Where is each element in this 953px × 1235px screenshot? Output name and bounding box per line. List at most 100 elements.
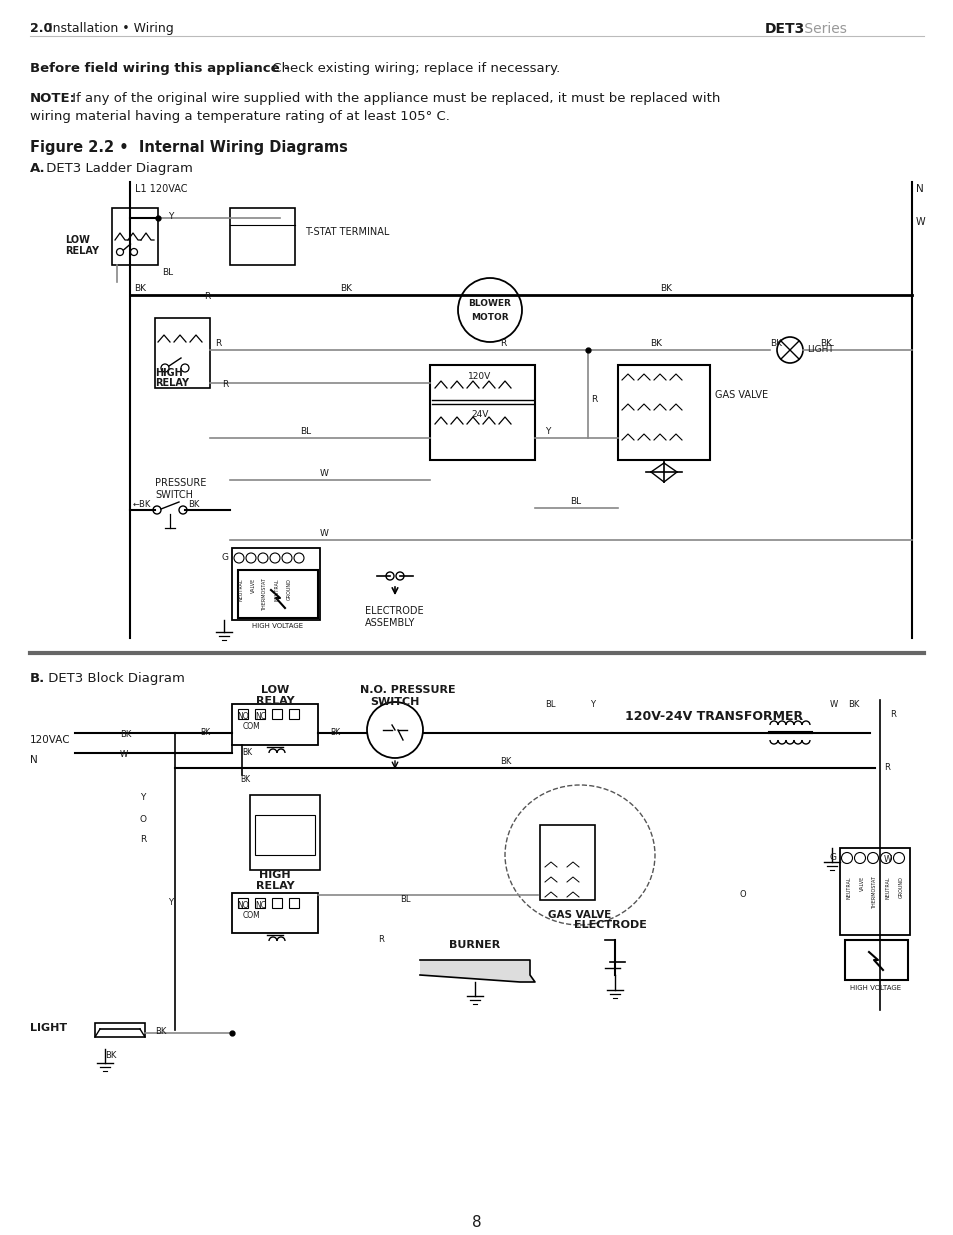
- Bar: [230, 207, 294, 266]
- Text: L1 120VAC: L1 120VAC: [135, 184, 188, 194]
- Bar: [272, 898, 282, 908]
- Text: R: R: [590, 395, 597, 404]
- Circle shape: [116, 248, 123, 256]
- Circle shape: [161, 364, 169, 372]
- Text: NO: NO: [236, 902, 249, 910]
- Text: R: R: [499, 338, 506, 348]
- Bar: [254, 709, 265, 719]
- Bar: [539, 825, 595, 900]
- Bar: [232, 548, 319, 620]
- Text: RELAY: RELAY: [154, 378, 189, 388]
- Text: O: O: [740, 890, 746, 899]
- Bar: [272, 709, 282, 719]
- Text: wiring material having a temperature rating of at least 105° C.: wiring material having a temperature rat…: [30, 110, 450, 124]
- Text: RELAY: RELAY: [65, 246, 99, 256]
- Text: BL: BL: [544, 700, 555, 709]
- Text: BK: BK: [499, 757, 511, 766]
- Text: VALVE: VALVE: [251, 578, 255, 593]
- Text: G: G: [829, 853, 836, 862]
- Text: VALVE: VALVE: [859, 876, 863, 892]
- Bar: [237, 898, 248, 908]
- Text: R: R: [222, 380, 228, 389]
- Text: GROUND: GROUND: [898, 876, 902, 898]
- Polygon shape: [419, 960, 535, 982]
- Bar: [254, 815, 314, 855]
- Text: HIGH VOLTAGE: HIGH VOLTAGE: [849, 986, 901, 990]
- Text: GAS VALVE: GAS VALVE: [548, 910, 611, 920]
- Text: BK: BK: [820, 338, 831, 348]
- Text: BL: BL: [399, 895, 410, 904]
- Circle shape: [386, 572, 394, 580]
- Bar: [95, 1023, 145, 1037]
- Text: R: R: [377, 935, 383, 944]
- Text: NC: NC: [254, 902, 266, 910]
- Text: 120VAC: 120VAC: [30, 735, 71, 745]
- Bar: [289, 709, 298, 719]
- Circle shape: [181, 364, 189, 372]
- Text: If any of the original wire supplied with the appliance must be replaced, it mus: If any of the original wire supplied wit…: [68, 91, 720, 105]
- Text: NC: NC: [254, 713, 266, 721]
- Text: BL: BL: [299, 427, 311, 436]
- Text: W: W: [883, 856, 891, 864]
- Text: A.: A.: [30, 162, 46, 175]
- Text: B.: B.: [30, 672, 45, 685]
- Text: Before field wiring this appliance -: Before field wiring this appliance -: [30, 62, 290, 75]
- Bar: [232, 893, 317, 932]
- Text: 120V: 120V: [468, 372, 491, 382]
- Text: LOW: LOW: [260, 685, 289, 695]
- Text: 2.0: 2.0: [30, 22, 52, 35]
- Bar: [840, 848, 909, 935]
- Text: R: R: [140, 836, 146, 845]
- Text: BK: BK: [120, 730, 132, 739]
- Text: THERMOSTAT: THERMOSTAT: [872, 876, 877, 909]
- Text: GROUND: GROUND: [286, 578, 292, 600]
- Circle shape: [152, 506, 161, 514]
- Text: LOW: LOW: [65, 235, 90, 245]
- Text: COM: COM: [243, 911, 260, 920]
- Text: NOTE:: NOTE:: [30, 91, 76, 105]
- Text: NEUTRAL: NEUTRAL: [884, 876, 889, 899]
- Bar: [250, 795, 319, 869]
- Text: ←BK: ←BK: [132, 500, 152, 509]
- Text: Y: Y: [168, 898, 172, 906]
- Bar: [618, 366, 709, 459]
- Text: NO: NO: [236, 713, 249, 721]
- Text: Y: Y: [589, 700, 595, 709]
- Bar: [237, 709, 248, 719]
- Text: R: R: [214, 338, 221, 348]
- Bar: [112, 207, 158, 266]
- Text: W: W: [319, 529, 329, 538]
- Text: 24V: 24V: [471, 410, 488, 419]
- Text: DET3: DET3: [764, 22, 804, 36]
- Bar: [289, 898, 298, 908]
- Text: R: R: [204, 291, 210, 301]
- Text: O: O: [140, 815, 147, 825]
- Text: W: W: [829, 700, 838, 709]
- Text: MOTOR: MOTOR: [471, 312, 508, 321]
- Text: G: G: [222, 553, 229, 562]
- Text: Check existing wiring; replace if necessary.: Check existing wiring; replace if necess…: [268, 62, 559, 75]
- Text: LIGHT: LIGHT: [30, 1023, 67, 1032]
- Text: BURNER: BURNER: [449, 940, 500, 950]
- Text: HIGH: HIGH: [154, 368, 183, 378]
- Text: BK: BK: [339, 284, 352, 293]
- Text: DET3 Block Diagram: DET3 Block Diagram: [44, 672, 185, 685]
- Text: BK: BK: [847, 700, 859, 709]
- Text: BK: BK: [240, 776, 250, 784]
- Bar: [154, 317, 210, 388]
- Text: BK: BK: [649, 338, 661, 348]
- Text: N: N: [915, 184, 923, 194]
- Text: BK: BK: [188, 500, 199, 509]
- Text: N: N: [30, 755, 38, 764]
- Text: NEUTRAL: NEUTRAL: [845, 876, 851, 899]
- Text: NEUTRAL: NEUTRAL: [238, 578, 243, 600]
- Text: BK: BK: [133, 284, 146, 293]
- Bar: [237, 571, 317, 618]
- Text: BK: BK: [330, 727, 340, 737]
- Bar: [254, 898, 265, 908]
- Text: BK: BK: [769, 338, 781, 348]
- Text: DET3 Ladder Diagram: DET3 Ladder Diagram: [42, 162, 193, 175]
- Text: Y: Y: [140, 794, 145, 803]
- Text: Y: Y: [168, 212, 173, 221]
- Text: T-STAT TERMINAL: T-STAT TERMINAL: [305, 227, 389, 237]
